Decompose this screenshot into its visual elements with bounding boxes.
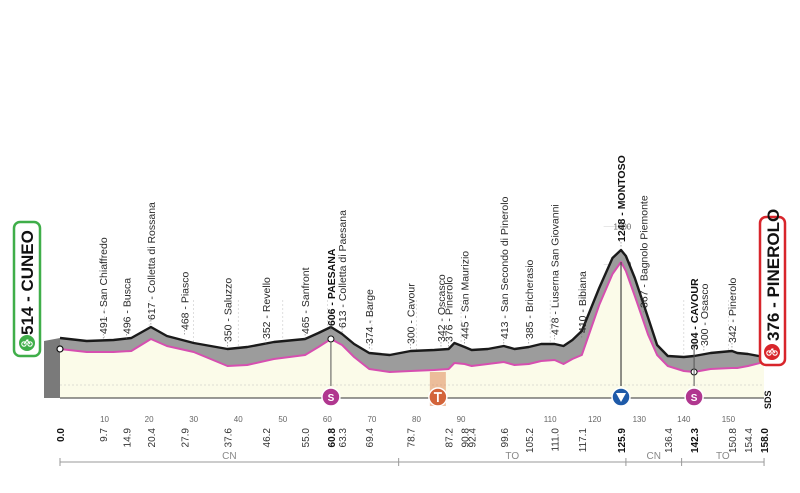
intermediate-sprint-icon (428, 372, 448, 407)
distance-label: 69.4 (365, 428, 376, 448)
route-line (59, 261, 765, 373)
province-label: TO (716, 451, 730, 462)
bike-icon (764, 344, 780, 360)
km-tick-label: 60 (323, 415, 332, 424)
distance-label: 63.3 (338, 428, 349, 448)
waypoint-label: 491 - San Chiaffredo (98, 237, 110, 334)
distance-label: 154.4 (744, 428, 755, 453)
waypoint-label: 478 - Luserna San Giovanni (550, 204, 562, 335)
waypoint-label: 413 - San Secondo di Pinerolo (499, 196, 511, 339)
start-point (56, 345, 64, 353)
distance-label: 125.9 (617, 428, 628, 453)
finish-label: 376 - PINEROLO (764, 209, 783, 341)
distance-label: 87.2 (445, 428, 456, 448)
waypoint-label: 385 - Bricherasio (524, 259, 536, 339)
distance-labels: 0.0 9.7 14.9 20.4 27.9 37.6 46.2 55.0 60.8 63.3 69… (56, 428, 771, 453)
distance-label: 99.6 (500, 428, 511, 448)
km-tick-label: 40 (234, 415, 243, 424)
km-tick-label: 110 (544, 415, 557, 424)
km-tick-label: 20 (145, 415, 154, 424)
distance-label: 78.7 (407, 428, 418, 448)
distance-label: 92.4 (468, 428, 479, 448)
province-label: CN (647, 451, 661, 462)
waypoint-label: 300 - Osasco (699, 283, 711, 346)
distance-label: 158.0 (760, 428, 771, 453)
distance-label: 136.4 (664, 428, 675, 453)
distance-label: 150.8 (728, 428, 739, 453)
waypoint-label: 606 - PAESANA (326, 248, 338, 326)
waypoint-labels: 491 - San Chiaffredo 496 - Busca 617 - Col… (98, 155, 739, 356)
bike-icon (19, 335, 35, 351)
distance-label: 60.8 (327, 428, 338, 448)
km-axis: 10 20 30 40 50 60 70 80 90 110 120 130 140 150 (100, 415, 736, 424)
km-tick-label: 90 (457, 415, 466, 424)
waypoint-label: 374 - Barge (364, 289, 376, 344)
km-tick-label: 80 (412, 415, 421, 424)
kom-triangle-icon (611, 262, 631, 407)
km-tick-label: 70 (367, 415, 376, 424)
waypoint-label: 468 - Piasco (179, 271, 191, 330)
profile-outline (59, 248, 765, 359)
distance-label: 9.7 (99, 428, 110, 442)
waypoint-label: 342 - Pinerolo (727, 277, 739, 343)
waypoint-label: 352 - Revello (261, 277, 273, 339)
svg-text:S: S (328, 393, 335, 404)
waypoint-label: 496 - Busca (121, 278, 133, 334)
profile-fill (60, 262, 764, 398)
distance-label: 111.0 (551, 428, 562, 452)
waypoint-label: 376 - Pinerolo (444, 276, 456, 342)
waypoint-label: 1248 - MONTOSO (616, 155, 628, 242)
distance-label: 142.3 (690, 428, 701, 453)
distance-label: 14.9 (122, 428, 133, 448)
finish-badge: 376 - PINEROLO (758, 209, 787, 367)
sprint-icon: S (684, 342, 704, 407)
waypoint-label: 617 - Colletta di Rossana (146, 202, 158, 320)
waypoint-label: 300 - Cavour (406, 283, 418, 344)
province-label: TO (505, 451, 519, 462)
distance-label: 37.6 (224, 428, 235, 448)
km-tick-label: 140 (677, 415, 691, 424)
sds-label: SDS (763, 390, 773, 409)
km-tick-label: 120 (588, 415, 602, 424)
distance-label: 117.1 (578, 428, 589, 453)
distance-label: 20.4 (147, 428, 158, 448)
waypoint-label: 445 - San Maurizio (460, 251, 472, 339)
distance-label: 27.9 (180, 428, 191, 448)
waypoint-label: 350 - Saluzzo (223, 278, 235, 342)
km-tick-label: 10 (100, 415, 109, 424)
sprint-icon: S (321, 342, 341, 407)
waypoint-label: 367 - Bagnolo Piemonte (639, 195, 651, 308)
province-label: CN (222, 451, 236, 462)
waypoint-label: 465 - Sanfront (300, 267, 312, 334)
waypoint-label: 410 - Bibiana (577, 271, 589, 333)
start-badge: 514 - CUNEO (12, 220, 42, 358)
distance-label: 0.0 (56, 428, 67, 442)
distance-label: 46.2 (262, 428, 273, 448)
distance-label: 90.8 (461, 428, 472, 448)
waypoint-label: 304 - CAVOUR (689, 278, 701, 350)
km-tick-label: 50 (278, 415, 287, 424)
waypoint-label: 342 - Oscasco (436, 274, 448, 342)
profile-start-block (44, 338, 60, 398)
km-tick-label: 150 (722, 415, 736, 424)
waypoint-label: 613 - Colletta di Paesana (337, 210, 349, 328)
km-tick-label: 130 (633, 415, 647, 424)
distance-label: 55.0 (301, 428, 312, 448)
altitude-tick-label: 1600 (613, 223, 631, 232)
distance-label: 105.2 (525, 428, 536, 453)
start-label: 514 - CUNEO (18, 230, 37, 335)
paesana-point (327, 335, 335, 343)
svg-text:S: S (691, 393, 698, 404)
km-tick-label: 30 (189, 415, 198, 424)
province-bar: CN TO CN TO (59, 451, 765, 466)
